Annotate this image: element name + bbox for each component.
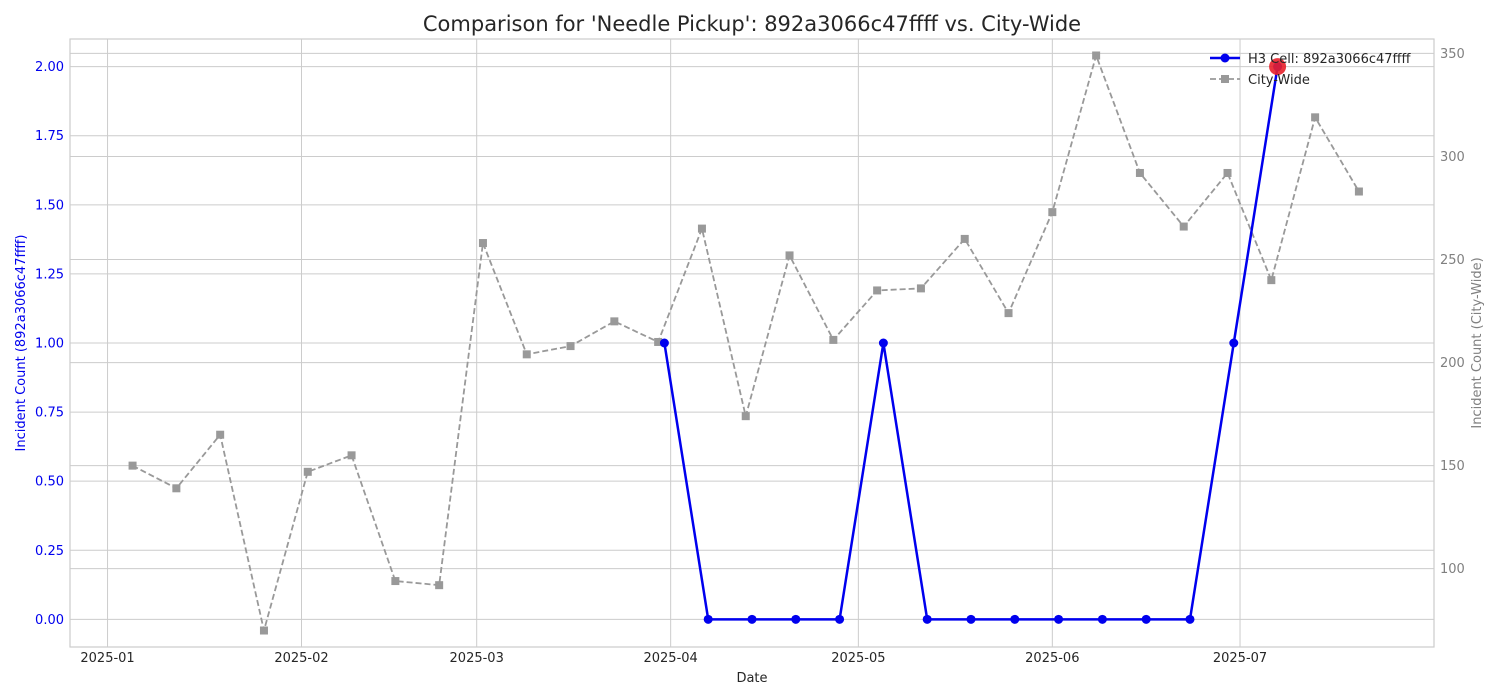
y-tick-label-left: 0.50	[35, 475, 64, 490]
chart-title: Comparison for 'Needle Pickup': 892a3066…	[423, 12, 1081, 36]
city-wide-point	[1311, 113, 1320, 122]
h3-cell-point	[791, 614, 801, 624]
legend: H3 Cell: 892a3066c47ffff City-Wide	[1210, 52, 1411, 88]
city-wide-point	[741, 412, 750, 421]
h3-cell-point	[878, 338, 888, 348]
y-tick-label-left: 0.75	[35, 406, 64, 421]
city-wide-point	[654, 337, 663, 346]
y-tick-label-left: 2.00	[35, 60, 64, 75]
h3-cell-point	[1185, 614, 1195, 624]
h3-cell-point	[922, 614, 932, 624]
city-wide-point	[1092, 51, 1101, 60]
city-wide-point	[172, 484, 181, 493]
y-tick-label-right: 350	[1440, 47, 1465, 62]
city-wide-point	[1004, 309, 1013, 318]
city-wide-point	[435, 581, 444, 590]
x-tick-label: 2025-03	[450, 651, 504, 666]
city-wide-point	[303, 467, 312, 476]
y-axis-left: 0.00 0.25 0.50 0.75 1.00 1.25 1.50 1.75 2.00	[35, 60, 64, 628]
city-wide-point	[1135, 168, 1144, 177]
city-wide-point	[1223, 168, 1232, 177]
h3-cell-point	[747, 614, 757, 624]
y-tick-label-right: 150	[1440, 459, 1465, 474]
x-tick-label: 2025-01	[80, 651, 134, 666]
city-wide-point	[128, 461, 137, 470]
y-axis-label-right: Incident Count (City-Wide)	[1470, 257, 1485, 428]
series-city-wide	[128, 51, 1363, 635]
h3-cell-point	[659, 338, 669, 348]
x-axis-label: Date	[736, 671, 767, 686]
h3-cell-point	[1141, 614, 1151, 624]
plot-frame	[69, 38, 1435, 648]
y-tick-label-left: 1.25	[35, 267, 64, 282]
h3-cell-point	[1097, 614, 1107, 624]
city-wide-point	[960, 234, 969, 243]
city-wide-point	[916, 284, 925, 293]
y-tick-label-left: 0.25	[35, 544, 64, 559]
y-axis-right: 100 150 200 250 300 350	[1440, 47, 1465, 577]
city-wide-point	[566, 342, 575, 351]
legend-label-city: City-Wide	[1248, 73, 1310, 88]
city-wide-point	[1267, 276, 1276, 285]
h3-cell-point	[1010, 614, 1020, 624]
y-tick-label-left: 1.50	[35, 198, 64, 213]
city-wide-point	[829, 335, 838, 344]
x-tick-label: 2025-06	[1025, 651, 1079, 666]
x-tick-label: 2025-02	[274, 651, 328, 666]
city-wide-point	[785, 251, 794, 260]
city-wide-point	[522, 350, 531, 359]
h3-cell-point	[703, 614, 713, 624]
h3-cell-point	[1054, 614, 1064, 624]
x-tick-label: 2025-07	[1213, 651, 1267, 666]
h3-cell-point	[835, 614, 845, 624]
city-wide-point	[391, 577, 400, 586]
x-axis: 2025-01 2025-02 2025-03 2025-04 2025-05 2025-…	[80, 651, 1267, 666]
legend-cell-marker	[1220, 53, 1230, 63]
city-wide-point	[478, 239, 487, 248]
grid	[70, 39, 1434, 647]
city-wide-point	[347, 451, 356, 460]
h3-cell-point	[966, 614, 976, 624]
y-tick-label-right: 100	[1440, 562, 1465, 577]
x-tick-label: 2025-04	[643, 651, 697, 666]
h3-cell-point	[1229, 338, 1239, 348]
x-tick-label: 2025-05	[831, 651, 885, 666]
highlight-point	[1269, 58, 1287, 76]
y-tick-label-right: 250	[1440, 253, 1465, 268]
city-wide-point	[697, 224, 706, 233]
city-wide-point	[216, 430, 225, 439]
legend-label-cell: H3 Cell: 892a3066c47ffff	[1248, 52, 1411, 67]
y-tick-label-right: 300	[1440, 150, 1465, 165]
city-wide-point	[1354, 187, 1363, 196]
y-axis-label-left: Incident Count (892a3066c47ffff)	[14, 235, 29, 452]
city-wide-point	[873, 286, 882, 295]
y-tick-label-left: 0.00	[35, 613, 64, 628]
city-wide-point	[259, 626, 268, 635]
y-tick-label-right: 200	[1440, 356, 1465, 371]
city-wide-point	[1048, 208, 1057, 217]
legend-city-marker	[1221, 75, 1229, 83]
y-tick-label-left: 1.75	[35, 129, 64, 144]
series-h3-cell	[659, 62, 1283, 624]
city-wide-point	[610, 317, 619, 326]
city-wide-point	[1179, 222, 1188, 231]
highlight-marker	[1269, 58, 1287, 76]
y-tick-label-left: 1.00	[35, 337, 64, 352]
